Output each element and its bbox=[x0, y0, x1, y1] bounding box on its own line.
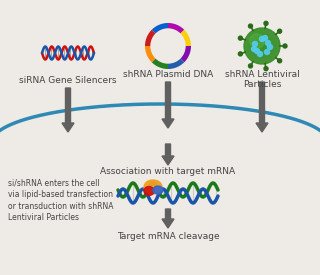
Polygon shape bbox=[180, 46, 191, 62]
Ellipse shape bbox=[144, 180, 162, 194]
FancyArrow shape bbox=[162, 144, 174, 165]
Text: siRNA Gene Silencers: siRNA Gene Silencers bbox=[19, 76, 117, 85]
Circle shape bbox=[258, 51, 262, 56]
Text: Association with target mRNA: Association with target mRNA bbox=[100, 167, 236, 176]
Circle shape bbox=[247, 31, 277, 61]
Circle shape bbox=[250, 34, 264, 48]
Polygon shape bbox=[168, 58, 184, 69]
Circle shape bbox=[252, 46, 257, 51]
Circle shape bbox=[238, 52, 242, 56]
Circle shape bbox=[261, 45, 263, 47]
Circle shape bbox=[252, 42, 258, 46]
Polygon shape bbox=[145, 30, 156, 46]
FancyArrow shape bbox=[162, 209, 174, 228]
Ellipse shape bbox=[153, 186, 163, 194]
Text: shRNA Lentiviral
Particles: shRNA Lentiviral Particles bbox=[225, 70, 300, 89]
Circle shape bbox=[238, 36, 242, 40]
Circle shape bbox=[245, 29, 279, 63]
Circle shape bbox=[252, 35, 272, 56]
Circle shape bbox=[246, 30, 278, 62]
Polygon shape bbox=[180, 30, 191, 46]
Circle shape bbox=[260, 37, 265, 42]
Circle shape bbox=[254, 39, 269, 54]
Text: si/shRNA enters the cell
via lipid-based transfection
or transduction with shRNA: si/shRNA enters the cell via lipid-based… bbox=[8, 178, 114, 222]
Circle shape bbox=[258, 42, 266, 50]
FancyArrow shape bbox=[62, 88, 74, 132]
Circle shape bbox=[254, 48, 260, 54]
Polygon shape bbox=[152, 23, 168, 34]
Circle shape bbox=[278, 29, 282, 33]
Circle shape bbox=[249, 33, 275, 59]
FancyArrow shape bbox=[256, 82, 268, 132]
Polygon shape bbox=[168, 23, 184, 34]
Circle shape bbox=[255, 39, 268, 53]
Circle shape bbox=[249, 64, 252, 68]
Circle shape bbox=[253, 37, 270, 54]
Circle shape bbox=[259, 43, 265, 49]
Text: Target mRNA cleavage: Target mRNA cleavage bbox=[117, 232, 219, 241]
Circle shape bbox=[244, 28, 280, 64]
Circle shape bbox=[151, 29, 185, 63]
Circle shape bbox=[250, 34, 274, 58]
Circle shape bbox=[265, 50, 269, 54]
Circle shape bbox=[251, 35, 273, 57]
Circle shape bbox=[264, 21, 268, 25]
Circle shape bbox=[264, 67, 268, 71]
Circle shape bbox=[260, 44, 264, 48]
FancyArrow shape bbox=[162, 82, 174, 128]
Circle shape bbox=[266, 40, 270, 45]
Ellipse shape bbox=[144, 186, 154, 196]
Circle shape bbox=[249, 24, 252, 28]
Polygon shape bbox=[152, 58, 168, 69]
Circle shape bbox=[252, 37, 271, 56]
Circle shape bbox=[268, 45, 273, 50]
Circle shape bbox=[248, 32, 276, 60]
Circle shape bbox=[257, 41, 267, 51]
Circle shape bbox=[278, 59, 282, 63]
Circle shape bbox=[283, 44, 287, 48]
Text: shRNA Plasmid DNA: shRNA Plasmid DNA bbox=[123, 70, 213, 79]
Circle shape bbox=[244, 28, 280, 64]
Circle shape bbox=[256, 40, 268, 52]
Circle shape bbox=[262, 35, 268, 40]
Polygon shape bbox=[145, 46, 156, 62]
